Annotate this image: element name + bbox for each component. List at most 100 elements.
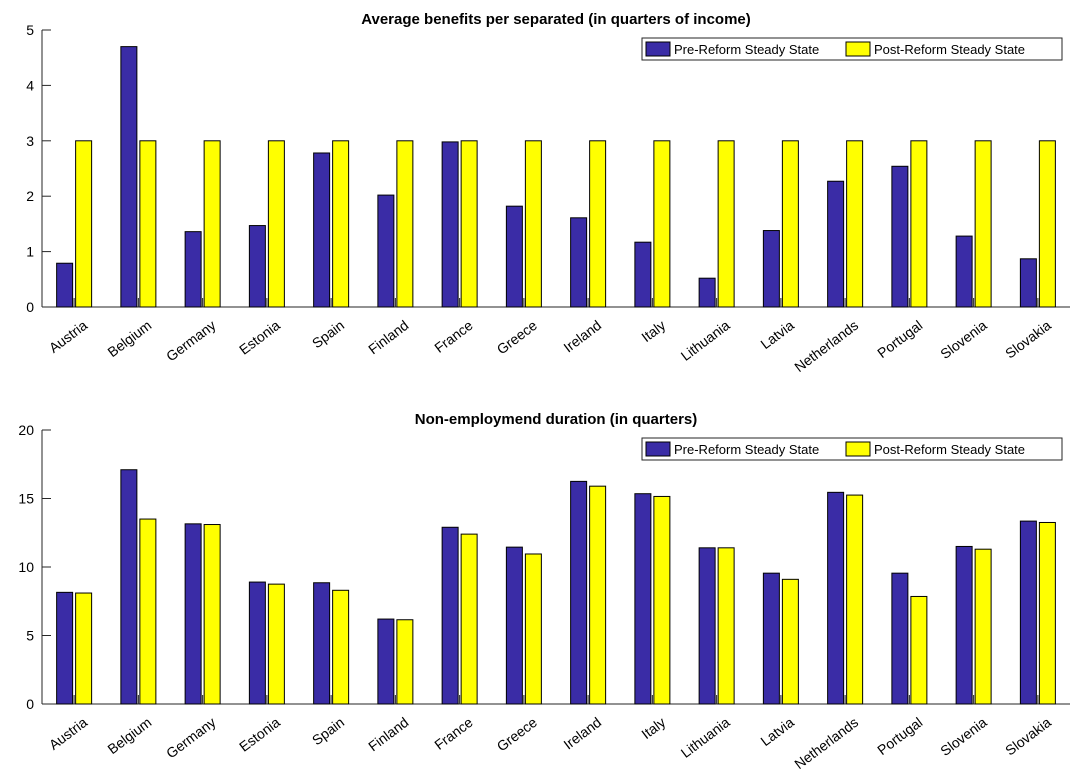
bar-pre: [1019, 258, 1037, 308]
bar-post: [460, 533, 478, 705]
bar-pre: [184, 523, 202, 705]
bar-post: [846, 140, 864, 308]
x-tick-label: Greece: [494, 317, 540, 358]
bar-post: [524, 553, 542, 705]
bar-pre: [56, 262, 74, 308]
bar-pre: [377, 194, 395, 308]
bar-pre: [762, 230, 780, 308]
x-tick-label: Netherlands: [791, 714, 861, 772]
bar-pre: [955, 545, 973, 705]
bar-pre: [762, 572, 780, 705]
y-tick-label: 4: [26, 77, 34, 93]
bar-pre: [570, 217, 588, 308]
bar-post: [589, 485, 607, 705]
bar-pre: [248, 581, 266, 705]
bar-post: [974, 140, 992, 308]
y-tick-label: 20: [18, 422, 34, 438]
bar-post: [1038, 521, 1056, 705]
bar-post: [203, 140, 221, 308]
bar-post: [332, 140, 350, 308]
bar-pre: [184, 231, 202, 308]
x-tick-label: Slovenia: [937, 317, 990, 362]
x-tick-label: Estonia: [236, 714, 283, 755]
bar-post: [910, 140, 928, 308]
x-tick-label: Finland: [365, 714, 411, 754]
bar-post: [653, 140, 671, 308]
bar-pre: [634, 493, 652, 705]
x-tick-label: Italy: [638, 714, 668, 742]
x-tick-label: Spain: [309, 714, 347, 748]
bar-post: [781, 578, 799, 705]
y-tick-label: 5: [26, 22, 34, 38]
x-tick-label: Greece: [494, 714, 540, 755]
bar-pre: [120, 469, 138, 705]
bar-pre: [56, 591, 74, 705]
bar-post: [396, 619, 414, 705]
bar-pre: [120, 46, 138, 308]
legend-swatch: [645, 41, 671, 57]
x-tick-label: Lithuania: [678, 714, 733, 761]
legend-label: Post-Reform Steady State: [874, 442, 1025, 457]
bar-pre: [313, 582, 331, 705]
x-tick-label: Belgium: [104, 317, 154, 360]
legend: Pre-Reform Steady State Post-Reform Stead…: [641, 437, 1063, 461]
bar-post: [1038, 140, 1056, 308]
bar-post: [717, 547, 735, 705]
bar-pre: [698, 547, 716, 705]
bar-post: [846, 494, 864, 705]
x-tick-label: Austria: [46, 317, 91, 356]
bar-pre: [955, 235, 973, 308]
bar-pre: [1019, 520, 1037, 705]
x-tick-label: Netherlands: [791, 317, 861, 375]
x-tick-label: Ireland: [560, 317, 604, 356]
x-tick-label: Germany: [163, 714, 219, 761]
legend-swatch: [645, 441, 671, 457]
x-tick-label: France: [431, 714, 476, 753]
y-tick-label: 3: [26, 133, 34, 149]
y-tick-label: 0: [26, 696, 34, 712]
y-tick-label: 15: [18, 491, 34, 507]
x-tick-label: Portugal: [874, 714, 925, 758]
bar-post: [139, 518, 157, 705]
bar-post: [139, 140, 157, 308]
bar-pre: [505, 546, 523, 705]
x-tick-label: France: [431, 317, 476, 356]
y-tick-label: 5: [26, 628, 34, 644]
bar-pre: [248, 225, 266, 308]
bar-pre: [827, 491, 845, 705]
bar-pre: [827, 180, 845, 308]
bar-post: [75, 140, 93, 308]
legend: Pre-Reform Steady State Post-Reform Stead…: [641, 37, 1063, 61]
bar-post: [910, 595, 928, 705]
x-tick-label: Portugal: [874, 317, 925, 361]
bar-post: [75, 592, 93, 705]
bar-pre: [570, 480, 588, 705]
legend-label: Pre-Reform Steady State: [674, 442, 819, 457]
bar-pre: [891, 572, 909, 705]
chart-1: Average benefits per separated (in quart…: [26, 11, 1070, 375]
x-tick-label: Austria: [46, 714, 91, 753]
bar-pre: [698, 277, 716, 308]
bar-post: [974, 548, 992, 705]
x-tick-label: Spain: [309, 317, 347, 351]
bar-pre: [634, 241, 652, 308]
bar-post: [203, 524, 221, 705]
x-tick-label: Belgium: [104, 714, 154, 757]
x-tick-label: Ireland: [560, 714, 604, 753]
x-tick-label: Latvia: [757, 317, 797, 352]
x-tick-label: Italy: [638, 317, 668, 345]
x-tick-label: Slovakia: [1002, 714, 1054, 759]
y-tick-label: 10: [18, 559, 34, 575]
y-tick-label: 2: [26, 188, 34, 204]
bar-pre: [505, 205, 523, 308]
bar-post: [781, 140, 799, 308]
bar-post: [717, 140, 735, 308]
legend-label: Pre-Reform Steady State: [674, 42, 819, 57]
bar-post: [589, 140, 607, 308]
chart-title: Average benefits per separated (in quart…: [361, 11, 751, 28]
x-tick-label: Lithuania: [678, 317, 733, 364]
bar-pre: [891, 165, 909, 308]
x-tick-label: Latvia: [757, 714, 797, 749]
bar-post: [460, 140, 478, 308]
